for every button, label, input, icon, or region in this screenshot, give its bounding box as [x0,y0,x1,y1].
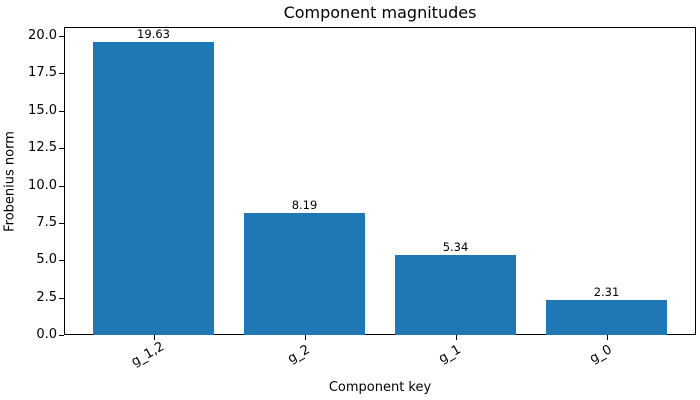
x-tick [304,335,306,340]
y-tick [59,335,64,336]
bar-value-label: 5.34 [442,240,469,255]
y-tick-label: 0.0 [36,327,57,342]
x-axis-label: Component key [328,380,432,395]
y-tick [59,148,64,150]
x-tick-label: g_2 [284,342,313,367]
y-tick-label: 2.5 [36,289,57,305]
x-tick-label: g_1,2 [128,339,167,370]
y-tick [59,297,64,299]
bar [93,41,214,335]
y-axis-label: Frobenius norm [2,131,18,232]
bar [395,255,516,335]
y-tick-label: 7.5 [36,214,57,230]
y-tick-label: 10.0 [28,177,57,193]
y-tick [59,260,64,262]
bar [244,212,365,335]
y-tick [59,36,64,37]
x-tick-label: g_1 [435,342,464,367]
y-tick-label: 17.5 [28,65,57,81]
x-tick-label: g_0 [586,342,615,367]
y-tick-label: 20.0 [28,28,57,43]
y-tick-label: 5.0 [36,252,57,268]
x-tick [455,335,457,340]
x-tick [153,335,155,340]
y-tick-label: 12.5 [28,140,57,156]
chart-title: Component magnitudes [283,3,477,22]
y-tick [59,110,64,112]
bar-value-label: 8.19 [291,197,318,212]
x-tick [606,335,608,340]
bar-value-label: 19.63 [137,26,170,41]
bar [546,300,667,335]
plot-area [64,27,696,335]
y-tick [59,73,64,75]
y-tick [59,222,64,224]
y-tick [59,185,64,187]
y-tick-label: 15.0 [28,102,57,118]
bar-value-label: 2.31 [593,285,620,300]
